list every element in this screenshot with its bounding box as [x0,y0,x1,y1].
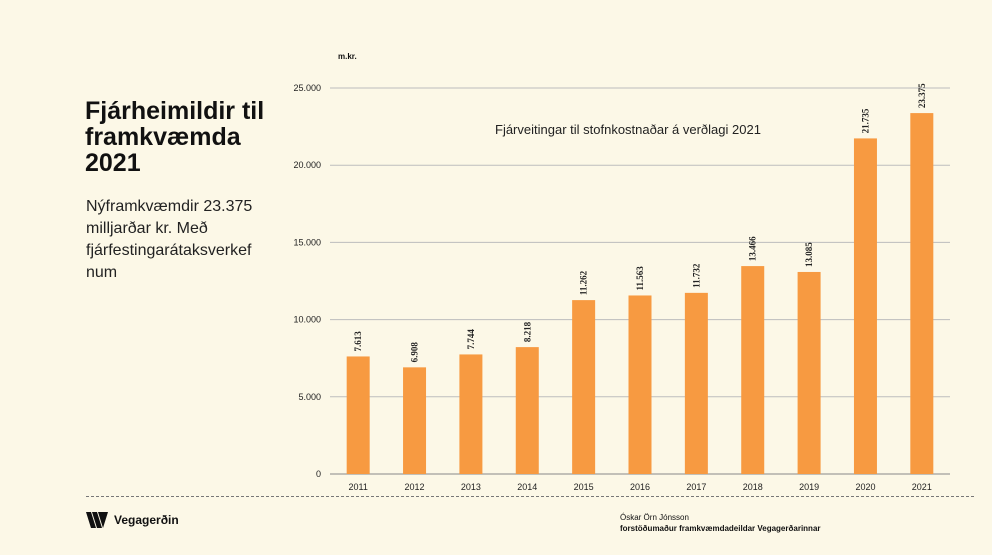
bar-2011 [346,356,370,474]
bar-value-label: 7.744 [466,329,476,350]
author-credit: Óskar Örn Jónsson forstöðumaður framkvæm… [620,512,821,534]
y-tick-label: 20.000 [293,160,321,170]
y-tick-label: 5.000 [298,392,321,402]
bar-2017 [684,292,708,474]
bar-value-label: 13.466 [748,236,758,261]
bar-2014 [515,347,539,474]
x-tick-label: 2016 [630,482,650,492]
chart-title: Fjárveitingar til stofnkostnaðar á verðl… [495,122,761,137]
chart-bars: 7.613 6.908 7.744 8.218 11.262 11.563 11.732 13… [346,83,934,474]
slide-subtitle: Nýframkvæmdir 23.375 milljarðar kr. Með … [86,198,253,281]
bar-chart: 0 5.000 10.000 15.000 20.000 25.000 7.613 6.90… [293,52,950,492]
x-tick-label: 2018 [743,482,763,492]
bar-2018 [741,266,765,474]
x-tick-label: 2015 [574,482,594,492]
x-tick-label: 2011 [349,482,368,492]
bar-value-label: 21.735 [860,108,870,133]
x-tick-label: 2017 [686,482,706,492]
slide-title: Fjárheimildir til framkvæmda 2021 [85,97,265,177]
bar-value-label: 23.375 [917,83,927,108]
author-role: forstöðumaður framkvæmdadeildar Vegagerð… [620,524,821,533]
x-tick-label: 2014 [517,482,537,492]
x-tick-label: 2013 [461,482,481,492]
bar-2019 [797,271,821,474]
chart-y-axis: 0 5.000 10.000 15.000 20.000 25.000 [293,83,321,479]
chart-y-axis-unit: m.kr. [338,52,357,61]
author-name: Óskar Örn Jónsson [620,513,689,522]
bar-value-label: 8.218 [522,321,532,342]
bar-2013 [459,354,483,474]
vegagerdin-logo-icon [86,512,108,528]
chart-x-axis: 2011 2012 2013 2014 2015 2016 2017 2018 2019 2020… [349,482,932,492]
bar-value-label: 11.262 [579,270,589,295]
vegagerdin-logo: Vegagerðin [86,512,179,528]
logo-text: Vegagerðin [114,513,179,527]
y-tick-label: 25.000 [293,83,321,93]
bar-value-label: 13.085 [804,242,814,267]
bar-value-label: 7.613 [353,331,363,352]
bar-value-label: 11.732 [691,263,701,288]
bar-value-label: 6.908 [410,342,420,363]
x-tick-label: 2012 [405,482,425,492]
bar-2015 [572,300,596,474]
y-tick-label: 15.000 [293,237,321,247]
bar-value-label: 11.563 [635,266,645,291]
bar-2012 [403,367,427,474]
y-tick-label: 0 [316,469,321,479]
bar-2020 [853,138,877,474]
bar-2016 [628,295,652,474]
y-tick-label: 10.000 [293,315,321,325]
x-tick-label: 2020 [855,482,875,492]
bar-2021 [910,113,934,474]
footer-divider [86,496,974,497]
x-tick-label: 2021 [912,482,932,492]
x-tick-label: 2019 [799,482,819,492]
